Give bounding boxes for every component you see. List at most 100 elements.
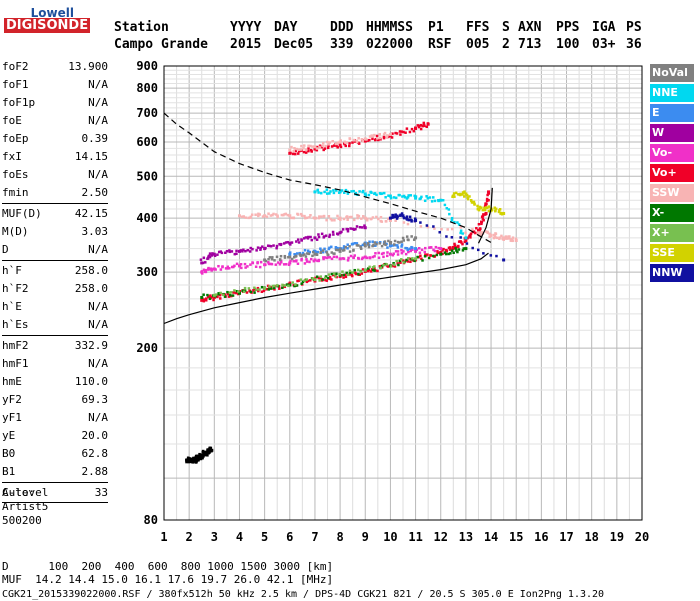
echo-point — [406, 222, 410, 226]
echo-point — [391, 244, 394, 247]
echo-point — [228, 249, 231, 252]
echo-point — [370, 191, 373, 194]
legend-item-w: W — [650, 124, 694, 142]
echo-point — [306, 237, 310, 240]
param-label: hmE — [2, 375, 22, 388]
echo-point — [409, 249, 412, 253]
echo-point — [242, 248, 245, 252]
echo-point — [223, 293, 227, 296]
echo-point — [305, 278, 309, 281]
echo-point — [317, 259, 320, 263]
echo-point — [272, 286, 276, 290]
echo-point — [253, 291, 256, 294]
echo-point — [276, 215, 279, 219]
echo-point — [345, 141, 349, 144]
echo-point — [192, 461, 195, 464]
echo-point — [393, 265, 397, 268]
echo-point — [306, 249, 310, 252]
echo-point — [279, 242, 283, 246]
echo-point — [445, 249, 448, 252]
echo-point — [459, 226, 463, 229]
echo-point — [192, 456, 195, 460]
echo-point — [448, 246, 452, 249]
echo-point — [487, 190, 491, 194]
echo-point — [363, 192, 367, 196]
echo-point — [378, 242, 381, 245]
param-separator — [2, 260, 108, 261]
echo-point — [510, 238, 514, 242]
echo-point — [461, 232, 464, 235]
echo-point — [324, 144, 327, 148]
echo-point — [362, 215, 365, 218]
echo-point — [240, 266, 243, 270]
echo-point — [321, 249, 325, 252]
echo-point — [300, 239, 304, 242]
param-row: foF1p N/A — [2, 94, 108, 112]
echo-point — [385, 254, 389, 258]
echo-point — [201, 261, 205, 265]
echo-point — [315, 238, 319, 241]
echo-point — [299, 212, 303, 216]
echo-point — [232, 291, 235, 294]
echo-point — [346, 273, 350, 277]
echo-point — [251, 247, 254, 251]
echo-point — [335, 272, 338, 276]
echo-point — [238, 290, 242, 293]
echo-point — [433, 249, 437, 253]
echo-point — [414, 249, 418, 253]
echo-point — [465, 242, 469, 245]
echo-point — [427, 256, 431, 260]
param-row: foF2 13.900 — [2, 58, 108, 76]
param-label: B0 — [2, 447, 16, 460]
auto-info-line: Auto: — [2, 486, 36, 499]
echo-point — [237, 290, 240, 293]
echo-point — [406, 248, 409, 252]
echo-point — [325, 218, 328, 222]
echo-point — [479, 232, 483, 235]
echo-point — [419, 221, 422, 224]
param-label: h`F — [2, 264, 22, 277]
header-value-iga: 03+ — [592, 37, 616, 52]
legend-item-x-: X- — [650, 204, 694, 222]
echo-point — [299, 148, 303, 151]
echo-point — [469, 233, 472, 237]
echo-point — [196, 454, 199, 458]
echo-point — [403, 196, 407, 199]
echo-point — [457, 248, 461, 251]
echo-point — [208, 255, 212, 259]
series-ssw — [237, 212, 518, 243]
echo-point — [305, 216, 309, 220]
echo-point — [354, 191, 357, 195]
echo-point — [267, 288, 270, 291]
echo-point — [289, 151, 292, 155]
echo-point — [268, 244, 271, 248]
echo-point — [371, 137, 374, 141]
echo-point — [212, 293, 216, 297]
echo-point — [307, 252, 311, 256]
echo-point — [486, 231, 489, 235]
echo-point — [441, 199, 445, 202]
echo-point — [455, 249, 458, 252]
echo-point — [257, 214, 260, 218]
echo-point — [382, 263, 385, 267]
echo-point — [313, 258, 317, 262]
echo-point — [313, 278, 317, 282]
echo-point — [348, 215, 352, 219]
echo-point — [258, 288, 261, 291]
echo-point — [349, 254, 353, 258]
echo-point — [385, 263, 388, 266]
echo-point — [352, 138, 356, 142]
echo-point — [275, 246, 278, 250]
y-tick-label: 600 — [136, 135, 158, 149]
param-label: foF2 — [2, 60, 29, 73]
echo-point — [481, 214, 485, 218]
echo-point — [311, 254, 314, 258]
echo-point — [240, 215, 244, 219]
echo-point — [275, 244, 279, 248]
echo-point — [197, 458, 200, 462]
echo-point — [367, 245, 371, 249]
x-tick-label: 4 — [236, 530, 243, 544]
param-separator — [2, 203, 108, 204]
echo-point — [336, 248, 340, 252]
echo-point — [266, 284, 270, 288]
